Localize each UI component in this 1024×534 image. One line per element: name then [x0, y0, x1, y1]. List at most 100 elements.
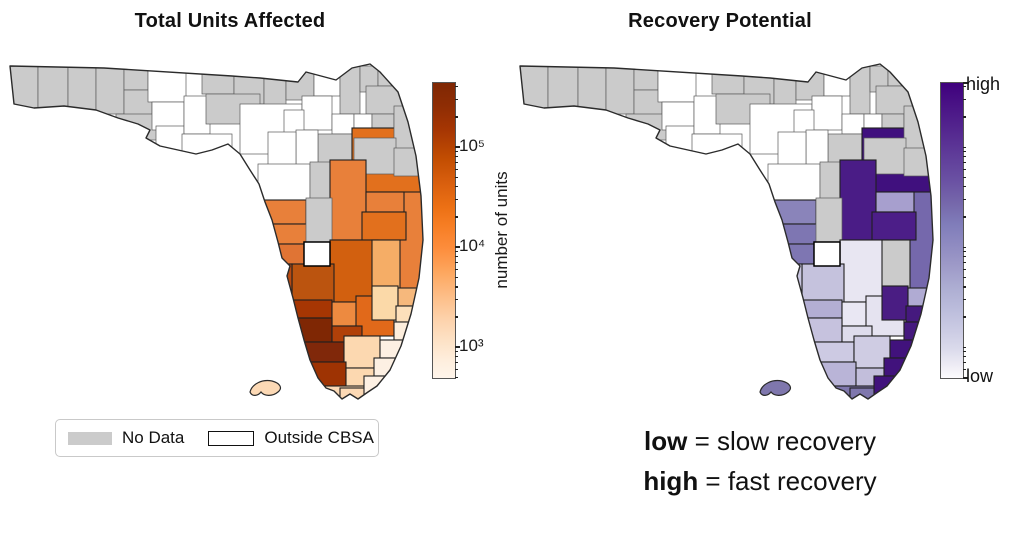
colorbar-minor-tick — [455, 116, 459, 118]
colorbar-minor-tick — [455, 368, 459, 370]
colorbar-minor-tick — [963, 151, 967, 153]
county-indianriver — [907, 287, 933, 307]
colorbar-minor-tick — [963, 376, 967, 378]
county-union — [841, 113, 865, 135]
colorbar-minor-tick — [455, 198, 459, 200]
colorbar-recovery-low-label: low — [966, 366, 994, 386]
county-broward — [373, 357, 419, 377]
colorbar-minor-tick — [963, 216, 967, 218]
colorbar-recovery — [940, 82, 968, 379]
county-monroe — [339, 387, 379, 399]
colorbar-minor-tick — [963, 362, 967, 364]
county-nassau — [377, 64, 409, 87]
county-flagler — [393, 147, 423, 177]
county-washington — [633, 89, 663, 119]
colorbar-minor-tick — [455, 162, 459, 164]
colorbar-minor-tick — [963, 86, 967, 88]
colorbar-major-tick — [455, 346, 460, 348]
county-gilchrist — [295, 129, 319, 167]
colorbar-minor-tick — [963, 98, 967, 100]
caption-term-low: low — [644, 426, 688, 456]
colorbar-minor-tick — [455, 298, 459, 300]
county-suwannee — [301, 95, 333, 131]
colorbar-minor-tick — [455, 362, 459, 364]
colorbar-recovery-high-label: high — [966, 74, 1001, 94]
colorbar-minor-tick — [455, 156, 459, 158]
colorbar-minor-tick — [963, 316, 967, 318]
colorbar-minor-tick — [963, 356, 967, 358]
county-hillsborough — [801, 263, 845, 303]
caption-rest-high: = fast recovery — [698, 466, 877, 496]
county-hillsborough — [291, 263, 335, 303]
colorbar-minor-tick — [455, 168, 459, 170]
colorbar-minor-tick — [963, 116, 967, 118]
county-whitebox — [303, 241, 331, 267]
colorbar-minor-tick — [455, 268, 459, 270]
county-miamidade — [873, 375, 923, 399]
county-whitebox — [813, 241, 841, 267]
county-stlucie — [395, 305, 423, 323]
colorbar-minor-tick — [963, 251, 967, 253]
colorbar-minor-tick — [963, 162, 967, 164]
county-hernando — [773, 223, 821, 245]
colorbar-minor-tick — [455, 356, 459, 358]
colorbar-minor-tick — [963, 186, 967, 188]
county-flagler — [903, 147, 933, 177]
colorbar-minor-tick — [963, 146, 967, 148]
county-gadsden — [711, 64, 745, 95]
colorbar-minor-tick — [963, 346, 967, 348]
outside-cbsa-swatch — [208, 430, 255, 446]
county-seminole — [365, 191, 405, 213]
county-charlotte — [295, 341, 345, 363]
state-outline — [519, 63, 934, 400]
colorbar-minor-tick — [455, 256, 459, 258]
colorbar-minor-tick — [455, 86, 459, 88]
county-manatee — [283, 299, 333, 319]
no-data-label: No Data — [122, 428, 185, 447]
county-polk — [839, 239, 889, 303]
county-hamilton — [313, 65, 341, 97]
county-lee — [811, 361, 857, 387]
county-miamidade — [363, 375, 413, 399]
county-levy — [767, 163, 821, 201]
left-map-title: Total Units Affected — [134, 10, 326, 32]
county-walton — [605, 64, 635, 115]
colorbar-units-tick-1e3: 10³ — [459, 336, 484, 355]
colorbar-minor-tick — [455, 186, 459, 188]
county-indianriver — [397, 287, 423, 307]
county-stlucie — [905, 305, 933, 323]
colorbar-minor-tick — [963, 246, 967, 248]
colorbar-meaning-caption: low = slow recovery high = fast recovery — [555, 421, 965, 501]
colorbar-minor-tick — [963, 168, 967, 170]
county-hernando — [263, 223, 311, 245]
colorbar-minor-tick — [963, 256, 967, 258]
caption-line-low: low = slow recovery — [555, 421, 965, 461]
county-charlotte — [805, 341, 855, 363]
legend: No Data Outside CBSA — [55, 419, 379, 457]
county-osceola — [371, 239, 401, 291]
county-union — [331, 113, 355, 135]
map-total-units-affected — [9, 63, 424, 400]
county-broward — [883, 357, 929, 377]
colorbar-minor-tick — [455, 216, 459, 218]
outside-cbsa-label: Outside CBSA — [264, 428, 374, 447]
colorbar-minor-tick — [455, 176, 459, 178]
colorbar-minor-tick — [455, 276, 459, 278]
county-okaloosa — [577, 64, 607, 113]
colorbar-minor-tick — [963, 351, 967, 353]
county-levy — [257, 163, 311, 201]
county-hamilton — [823, 65, 851, 97]
colorbar-major-tick — [455, 146, 460, 148]
colorbar-minor-tick — [963, 198, 967, 200]
caption-rest-low: = slow recovery — [687, 426, 876, 456]
county-columbia — [849, 65, 871, 115]
colorbar-units-tick-1e5: 10⁵ — [459, 136, 485, 155]
map-recovery-potential — [519, 63, 934, 400]
county-suwannee — [811, 95, 843, 131]
county-sarasota — [797, 317, 843, 343]
county-holmes — [633, 64, 659, 91]
county-holmes — [123, 64, 149, 91]
county-columbia — [339, 65, 361, 115]
caption-line-high: high = fast recovery — [555, 461, 965, 501]
county-nassau — [887, 64, 919, 87]
